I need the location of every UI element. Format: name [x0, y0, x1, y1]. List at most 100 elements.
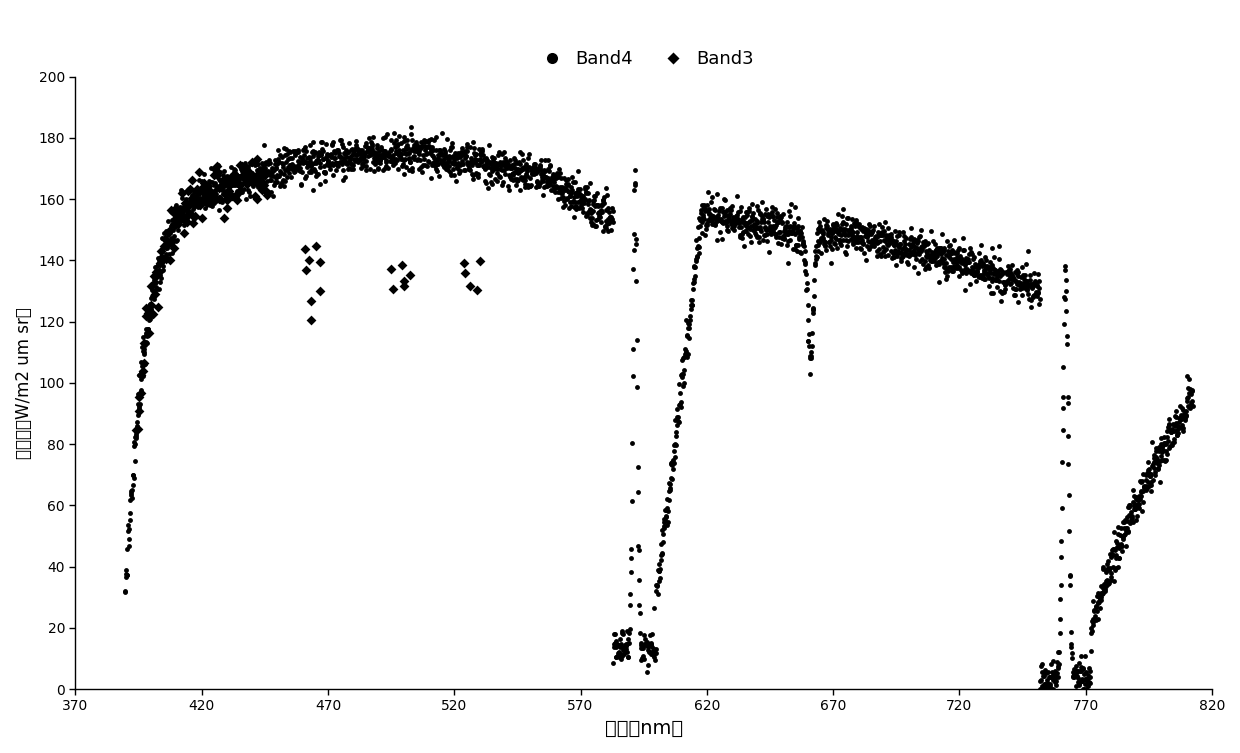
Band4 — [337, 151, 357, 163]
Band4 — [627, 381, 647, 393]
Band4 — [1169, 422, 1189, 434]
Band4 — [467, 168, 487, 180]
Band4 — [1110, 529, 1130, 541]
Band4 — [128, 409, 148, 421]
Band4 — [131, 356, 151, 368]
Band4 — [1060, 578, 1080, 590]
Band4 — [760, 220, 780, 232]
Band4 — [268, 169, 288, 181]
Band4 — [1151, 431, 1171, 444]
Band4 — [794, 237, 813, 249]
Band4 — [324, 159, 343, 171]
Band4 — [417, 141, 436, 153]
Band4 — [764, 221, 784, 233]
Band4 — [188, 200, 208, 212]
Band4 — [217, 170, 237, 182]
Band4 — [1146, 445, 1166, 457]
Band4 — [851, 242, 870, 254]
Band4 — [748, 231, 768, 243]
Band4 — [709, 213, 729, 225]
Band4 — [263, 163, 283, 175]
Band4 — [1148, 463, 1168, 475]
Band3 — [182, 192, 202, 204]
Band4 — [640, 639, 660, 651]
Band4 — [703, 210, 723, 222]
Band4 — [935, 253, 955, 265]
Band4 — [895, 232, 915, 244]
Band4 — [448, 147, 467, 159]
Band4 — [523, 161, 543, 173]
Band4 — [828, 234, 848, 246]
Band4 — [717, 220, 737, 232]
Band4 — [1120, 499, 1140, 511]
Band4 — [185, 192, 205, 204]
Band4 — [590, 203, 610, 215]
Band4 — [857, 240, 877, 252]
Band4 — [180, 197, 200, 209]
Band3 — [161, 203, 181, 215]
Band4 — [517, 161, 537, 173]
Band3 — [197, 197, 217, 209]
Band3 — [212, 181, 232, 193]
Band4 — [201, 162, 221, 174]
Band4 — [274, 179, 294, 191]
Band4 — [568, 165, 588, 177]
Band4 — [505, 152, 525, 164]
Band4 — [977, 262, 997, 274]
Band4 — [1151, 450, 1171, 462]
Band4 — [213, 188, 233, 200]
Band4 — [1178, 382, 1198, 394]
Band4 — [720, 202, 740, 214]
Band4 — [396, 154, 415, 166]
Band4 — [1177, 395, 1197, 407]
Band4 — [707, 211, 727, 223]
Band4 — [211, 182, 231, 194]
Band3 — [224, 172, 244, 184]
Band4 — [942, 264, 962, 276]
Band4 — [455, 164, 475, 176]
Band4 — [959, 256, 978, 268]
Band4 — [430, 147, 450, 159]
Band4 — [867, 245, 887, 257]
Band4 — [258, 175, 278, 187]
Band4 — [1148, 462, 1168, 474]
Band4 — [985, 268, 1004, 280]
Band4 — [821, 230, 841, 242]
Band4 — [923, 245, 942, 258]
Band4 — [734, 239, 754, 252]
Band4 — [269, 157, 289, 169]
Band4 — [532, 165, 552, 177]
Band3 — [207, 169, 227, 181]
Band4 — [640, 630, 660, 642]
Band4 — [564, 211, 584, 223]
Band4 — [351, 152, 371, 164]
Band4 — [769, 226, 789, 238]
Band4 — [732, 201, 751, 213]
Band4 — [699, 208, 719, 220]
Band4 — [309, 149, 329, 161]
Band4 — [792, 221, 812, 233]
Band4 — [315, 166, 335, 178]
Band4 — [1091, 594, 1111, 606]
Band4 — [706, 218, 725, 230]
Band4 — [1016, 279, 1035, 291]
Band4 — [967, 266, 987, 278]
Band4 — [444, 150, 464, 162]
Band4 — [826, 218, 846, 230]
Band4 — [339, 163, 358, 175]
Band4 — [399, 156, 419, 168]
Band4 — [704, 218, 724, 230]
Band4 — [751, 225, 771, 237]
Band4 — [515, 178, 534, 190]
Band4 — [289, 146, 309, 158]
Band4 — [1168, 428, 1188, 441]
Band4 — [1091, 580, 1111, 592]
Band4 — [1045, 676, 1065, 688]
Band4 — [517, 163, 537, 175]
Band4 — [456, 150, 476, 162]
Band4 — [394, 168, 414, 180]
Band4 — [853, 238, 873, 250]
Band4 — [534, 181, 554, 193]
Band4 — [363, 157, 383, 169]
Band4 — [1064, 672, 1084, 684]
